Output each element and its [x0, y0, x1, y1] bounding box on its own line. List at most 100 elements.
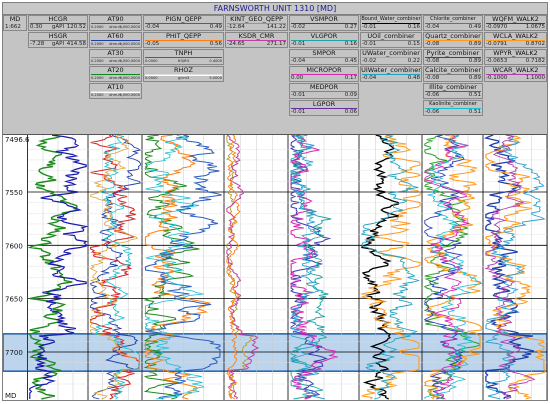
scale-max: 0.17	[344, 75, 357, 81]
curve-name: MEDPOR	[309, 83, 339, 91]
scale-max: 0.06	[344, 109, 357, 115]
scale-min: -0.04	[145, 24, 160, 30]
curve-color-line	[91, 57, 140, 58]
curve-header-ksdr-cmr[interactable]: KSDR_CMR -24.65 271.17	[225, 32, 288, 48]
curve-name: Illite_combiner	[429, 83, 477, 91]
curve-header-medpor[interactable]: MEDPOR -0.01 0.09	[289, 83, 359, 99]
curve-header-tnph[interactable]: TNPH 0.0000 ft3/ft3 0.4000	[143, 49, 224, 65]
tnph-curve	[144, 134, 222, 400]
curve-header-at30[interactable]: AT30 0.2000 ohm.m 2,000.0000	[89, 49, 142, 65]
curve-color-line	[91, 91, 140, 93]
curve-header-at20[interactable]: AT20 0.2000 ohm.m 2,000.0000	[89, 66, 142, 82]
curve-header-uwater-combiner[interactable]: UWater_combiner -0.02 0.22	[360, 49, 422, 65]
curve-header-vsmpor[interactable]: VSMPOR -0.02 0.27	[289, 15, 359, 31]
curve-header-calcite-combiner[interactable]: Calcite_combiner -0.08 0.89	[423, 66, 483, 82]
scale-unit: g/cm3	[177, 76, 190, 80]
curve-color-line	[486, 23, 545, 24]
curve-name: AT20	[107, 66, 124, 74]
scale-max: 0.51	[468, 92, 481, 98]
scale-max: 0.89	[468, 75, 481, 81]
curve-color-line	[91, 74, 140, 75]
curve-header-kint-geo-qepp[interactable]: KINT_GEO_QEPP -12.84 141.22	[225, 15, 288, 31]
scale-max: 271.17	[266, 41, 286, 47]
log-tracks-svg[interactable]: 7496.6 7550 7600 7650 7700 MD	[2, 134, 548, 400]
curve-header-pign-qepp[interactable]: PIGN_QEPP -0.04 0.49	[143, 15, 224, 31]
scale-min: 0.2000	[91, 76, 104, 80]
hsgr-curve	[29, 134, 89, 399]
scale-min: -0.02	[291, 24, 306, 30]
depth-label-bottom: MD	[5, 392, 16, 400]
scale-min: -12.84	[227, 24, 245, 30]
hcgr-curve	[27, 134, 80, 400]
curve-color-line	[291, 74, 357, 75]
curve-name: UOil_combiner	[367, 32, 415, 40]
curve-color-line	[425, 74, 481, 75]
curve-header-wqfm-walk2[interactable]: WQFM_WALK2 -0.0970 1.0675	[484, 15, 547, 31]
curve-header-hcgr[interactable]: HCGR 0.30 gAPI 120.52	[28, 15, 88, 31]
curve-header-hsgr[interactable]: HSGR -7.28 gAPI 414.58	[28, 32, 88, 48]
bound-water-curve	[361, 134, 400, 400]
log-tracks-area[interactable]: 7496.6 7550 7600 7650 7700 MD	[2, 134, 548, 400]
curve-header-chlorite-combiner[interactable]: Chlorite_combiner -0.04 0.49	[423, 15, 483, 31]
curve-header-vlgpor[interactable]: VLGPOR -0.01 0.16	[289, 32, 359, 48]
curve-color-line	[91, 23, 140, 24]
wpyr-walk2-curve	[484, 134, 546, 400]
curve-header-illite-combiner[interactable]: Illite_combiner -0.06 0.51	[423, 83, 483, 99]
scale-unit: ft3/ft3	[177, 59, 189, 63]
curve-header-uoil-combiner[interactable]: UOil_combiner -0.01 0.15	[360, 32, 422, 48]
curve-header-at60[interactable]: AT60 0.2000 ohm.m 2,000.0000	[89, 32, 142, 48]
curve-header-wcar-walk2[interactable]: WCAR_WALK2 -0.1000 1.1000	[484, 66, 547, 82]
scale-min: 0.0000	[145, 76, 158, 80]
curve-header-uiwater-combiner[interactable]: UIWater_combiner -0.04 0.48	[360, 66, 422, 82]
curve-name: Quartz_combiner	[425, 32, 481, 40]
curve-name: AT30	[107, 49, 124, 57]
curve-color-line	[145, 23, 222, 24]
scale-max: 1.0675	[525, 24, 545, 30]
curve-name: HCGR	[48, 15, 68, 23]
curve-header-quartz-combiner[interactable]: Quartz_combiner -0.08 0.89	[423, 32, 483, 48]
scale-unit: ohm.m	[109, 93, 122, 97]
scale-max: 0.8702	[525, 41, 545, 47]
curve-header-wpyr-walk2[interactable]: WPYR_WALK2 -0.0653 0.7182	[484, 49, 547, 65]
curve-header-phit-qepp[interactable]: PHIT_QEPP -0.05 0.56	[143, 32, 224, 48]
curve-name: HSGR	[48, 32, 68, 40]
rhoz-curve	[144, 134, 205, 400]
curve-header-at90[interactable]: AT90 0.2000 ohm.m 2,000.0000	[89, 15, 142, 31]
scale-unit: ohm.m	[109, 42, 122, 46]
depth-tick-label: 7700	[5, 349, 23, 357]
scale-min: -0.01	[291, 41, 306, 47]
scale-max: 0.7182	[525, 58, 545, 64]
curve-color-line	[486, 74, 545, 75]
scale-min: 0.00	[291, 75, 304, 81]
medpor-curve	[289, 134, 326, 400]
depth-label: MD	[9, 15, 21, 23]
curve-header-wcla-walk2[interactable]: WCLA_WALK2 -0.0791 0.8702	[484, 32, 547, 48]
curve-header-micropor[interactable]: MICROPOR 0.00 0.17	[289, 66, 359, 82]
scale-max: 0.22	[407, 58, 420, 64]
quartz-curve	[423, 134, 483, 400]
vlgpor-curve	[289, 134, 332, 400]
curve-color-line	[362, 40, 420, 41]
scale-min: 0.2000	[91, 93, 104, 97]
scale-min: -0.01	[362, 41, 377, 47]
kaolinite-curve	[424, 134, 482, 400]
scale-max: 5.0000	[209, 76, 222, 80]
scale-unit: ohm.m	[109, 76, 122, 80]
depth-tick-label: 7600	[5, 242, 23, 250]
curve-header-kaolinite-combiner[interactable]: Kaolinite_combiner -0.06 0.51	[423, 100, 483, 116]
scale-min: 0.0000	[145, 59, 158, 63]
scale-min: 0.30	[30, 24, 43, 30]
scale-min: -0.0653	[486, 58, 508, 64]
curve-name: AT60	[107, 32, 124, 40]
curve-color-line	[362, 57, 420, 58]
curve-header-at10[interactable]: AT10 0.2000 ohm.m 2,000.0000	[89, 83, 142, 99]
curve-header-smpor[interactable]: SMPOR -0.04 0.45	[289, 49, 359, 65]
curve-header-rhoz[interactable]: RHOZ 0.0000 g/cm3 5.0000	[143, 66, 224, 82]
scale-min: -0.1000	[486, 75, 508, 81]
scale-max: 414.58	[66, 41, 86, 47]
depth-header[interactable]: MD 1:662	[3, 15, 27, 31]
curve-header-bound-water-combiner[interactable]: Bound_Water_combiner -0.01 0.16	[360, 15, 422, 31]
curve-header-pyrite-combiner[interactable]: Pyrite_combiner -0.08 0.89	[423, 49, 483, 65]
scale-min: -7.28	[30, 41, 45, 47]
curve-header-lgpor[interactable]: LGPOR -0.01 0.06	[289, 100, 359, 116]
